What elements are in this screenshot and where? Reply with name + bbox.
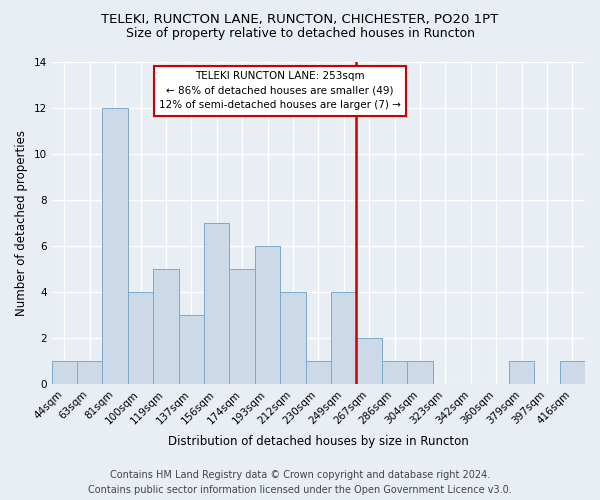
- Text: TELEKI RUNCTON LANE: 253sqm
← 86% of detached houses are smaller (49)
12% of sem: TELEKI RUNCTON LANE: 253sqm ← 86% of det…: [160, 70, 401, 110]
- Bar: [305, 362, 331, 384]
- Bar: [103, 108, 128, 384]
- Text: Size of property relative to detached houses in Runcton: Size of property relative to detached ho…: [125, 28, 475, 40]
- Bar: [560, 362, 585, 384]
- Text: Contains HM Land Registry data © Crown copyright and database right 2024.
Contai: Contains HM Land Registry data © Crown c…: [88, 470, 512, 495]
- Bar: [179, 315, 204, 384]
- Text: TELEKI, RUNCTON LANE, RUNCTON, CHICHESTER, PO20 1PT: TELEKI, RUNCTON LANE, RUNCTON, CHICHESTE…: [101, 12, 499, 26]
- Bar: [128, 292, 153, 384]
- X-axis label: Distribution of detached houses by size in Runcton: Distribution of detached houses by size …: [168, 434, 469, 448]
- Bar: [229, 269, 255, 384]
- Bar: [280, 292, 305, 384]
- Bar: [255, 246, 280, 384]
- Bar: [331, 292, 356, 384]
- Bar: [52, 362, 77, 384]
- Bar: [153, 269, 179, 384]
- Y-axis label: Number of detached properties: Number of detached properties: [15, 130, 28, 316]
- Bar: [407, 362, 433, 384]
- Bar: [204, 223, 229, 384]
- Bar: [77, 362, 103, 384]
- Bar: [356, 338, 382, 384]
- Bar: [509, 362, 534, 384]
- Bar: [382, 362, 407, 384]
